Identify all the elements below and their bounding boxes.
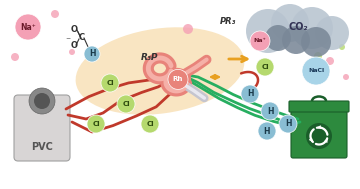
Circle shape (246, 9, 290, 53)
FancyBboxPatch shape (289, 101, 349, 112)
Circle shape (339, 44, 345, 50)
Circle shape (258, 122, 276, 140)
Circle shape (51, 10, 59, 18)
Text: Cl: Cl (261, 64, 269, 70)
Circle shape (314, 52, 322, 60)
Text: O: O (71, 40, 77, 50)
Text: H: H (264, 126, 270, 136)
Text: PR₃: PR₃ (220, 16, 236, 26)
Text: Cl: Cl (146, 121, 154, 127)
Text: R₃P: R₃P (141, 53, 159, 61)
Text: Cl: Cl (92, 121, 100, 127)
Circle shape (343, 74, 349, 80)
Text: H: H (247, 90, 253, 98)
Circle shape (315, 16, 349, 50)
Circle shape (265, 25, 291, 51)
Text: O: O (71, 25, 77, 33)
Circle shape (301, 27, 331, 57)
Circle shape (250, 31, 270, 51)
Circle shape (279, 115, 297, 133)
Circle shape (291, 7, 333, 49)
Text: H: H (89, 50, 95, 59)
Circle shape (101, 74, 119, 92)
Circle shape (282, 26, 310, 54)
FancyBboxPatch shape (291, 107, 347, 158)
Text: ⁻: ⁻ (66, 36, 71, 46)
Circle shape (141, 115, 159, 133)
Circle shape (306, 123, 332, 149)
Text: Na⁺: Na⁺ (20, 22, 36, 32)
Text: Cl: Cl (106, 80, 114, 86)
Ellipse shape (76, 27, 244, 115)
Circle shape (87, 115, 105, 133)
Text: Cl: Cl (122, 101, 130, 107)
Text: NaCl: NaCl (308, 68, 324, 74)
Circle shape (261, 102, 279, 120)
Circle shape (117, 95, 135, 113)
Circle shape (183, 24, 193, 34)
Text: PVC: PVC (31, 142, 53, 152)
Text: Rh: Rh (173, 76, 183, 82)
Text: C: C (79, 33, 85, 42)
Circle shape (302, 57, 330, 85)
Text: CO₂: CO₂ (288, 22, 308, 32)
Circle shape (84, 46, 100, 62)
Circle shape (11, 53, 19, 61)
Text: Na⁺: Na⁺ (254, 39, 266, 43)
Circle shape (271, 4, 309, 42)
FancyBboxPatch shape (14, 95, 70, 161)
Text: H: H (267, 106, 273, 115)
Circle shape (326, 57, 334, 65)
Circle shape (29, 88, 55, 114)
Text: H: H (285, 119, 291, 129)
Circle shape (256, 58, 274, 76)
Circle shape (241, 85, 259, 103)
Circle shape (15, 14, 41, 40)
Circle shape (34, 93, 50, 109)
Circle shape (168, 69, 188, 89)
Circle shape (69, 49, 75, 55)
